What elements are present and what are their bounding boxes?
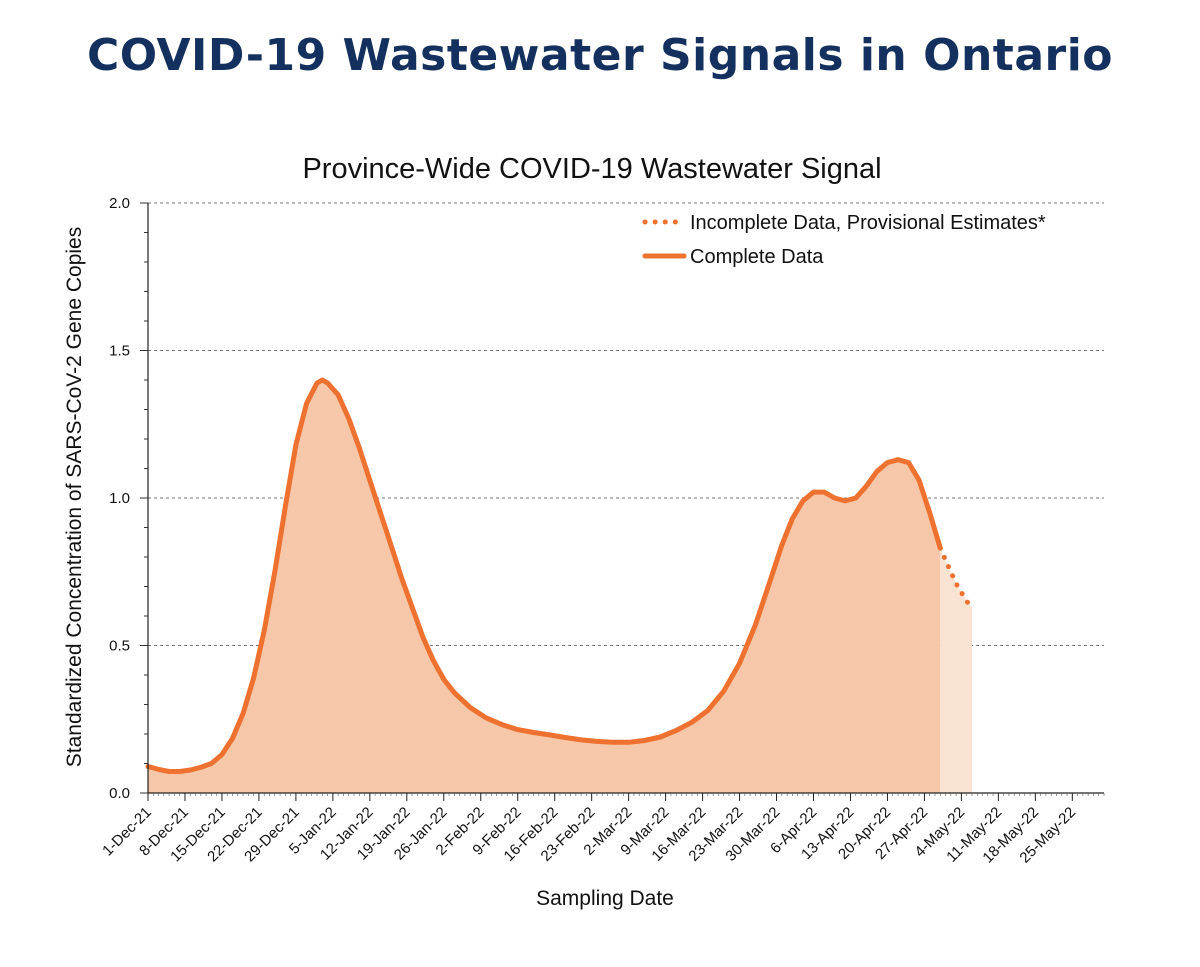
y-tick-label-3: 1.5: [109, 343, 130, 360]
y-tick-labels: 0.0 0.5 1.0 1.5 2.0: [109, 195, 130, 802]
series-line-complete: [145, 377, 943, 774]
chart-areas: [148, 380, 972, 793]
legend: Incomplete Data, Provisional Estimates* …: [642, 212, 1046, 268]
chart-axes: [140, 202, 1105, 801]
y-tick-label-2: 1.0: [109, 490, 130, 507]
page-title: COVID-19 Wastewater Signals in Ontario: [86, 30, 1114, 81]
chart-lines: [145, 377, 975, 774]
area-provisional: [940, 548, 972, 793]
y-tick-label-4: 2.0: [109, 195, 130, 212]
area-complete: [148, 380, 941, 793]
y-axis-label: Standardized Concentration of SARS-CoV-2…: [63, 227, 86, 767]
legend-label-provisional: Incomplete Data, Provisional Estimates*: [690, 212, 1046, 234]
legend-label-complete: Complete Data: [690, 246, 824, 268]
y-tick-label-0: 0.0: [109, 785, 130, 802]
x-tick-labels: 1-Dec-218-Dec-2115-Dec-2122-Dec-2129-Dec…: [99, 804, 1079, 867]
chart-title: Province-Wide COVID-19 Wastewater Signal: [302, 153, 881, 185]
x-axis-label: Sampling Date: [536, 887, 674, 910]
series-line-provisional: [937, 545, 975, 610]
y-tick-label-1: 0.5: [109, 638, 130, 655]
